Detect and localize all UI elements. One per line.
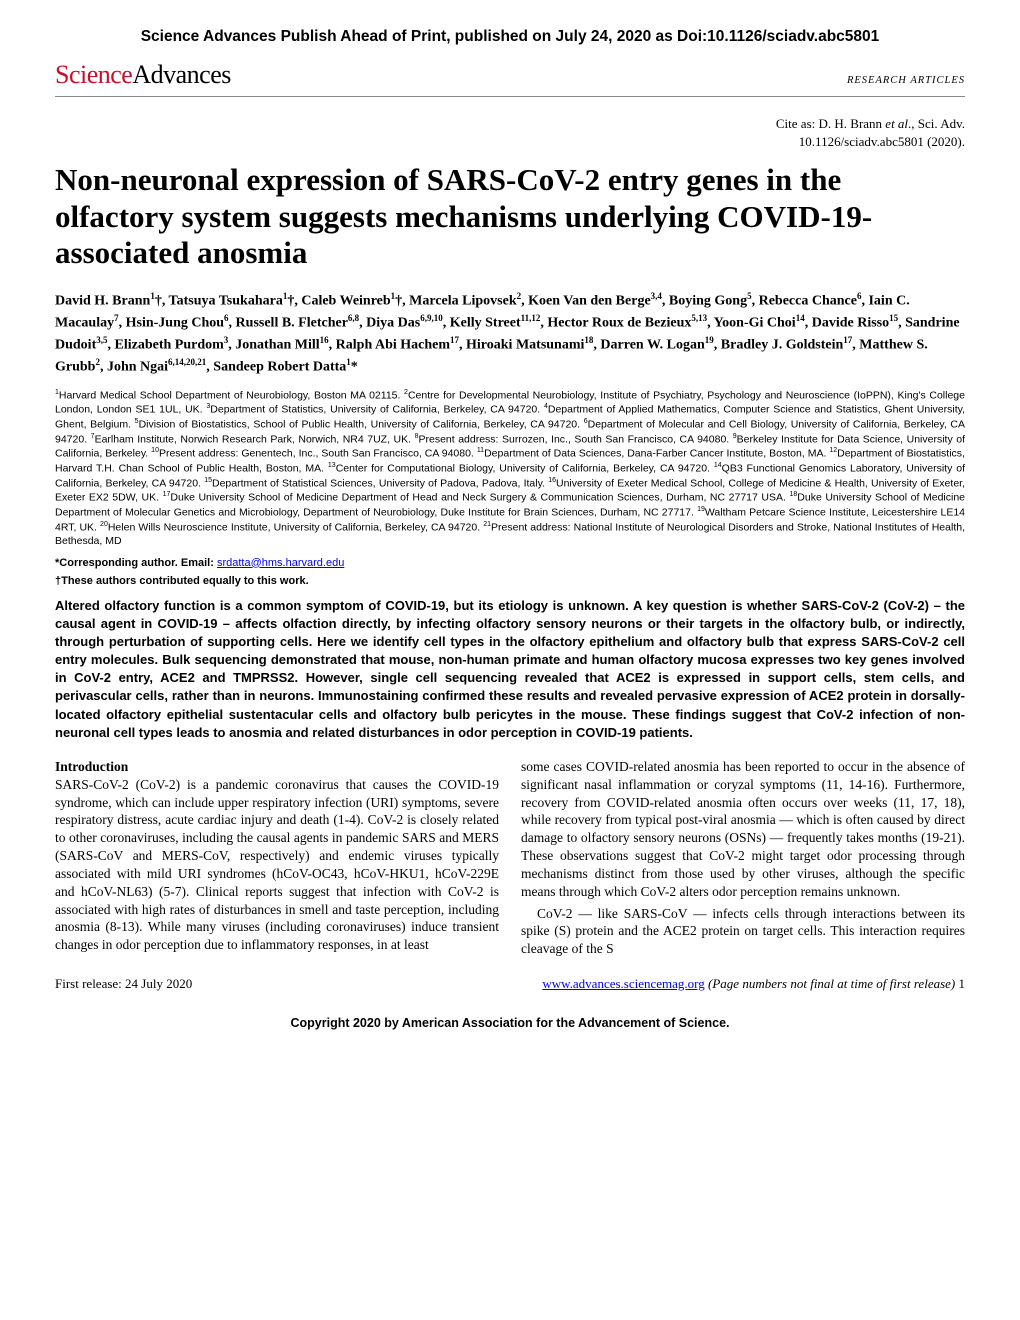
- body-text: Introduction SARS-CoV-2 (CoV-2) is a pan…: [55, 758, 965, 958]
- corresponding-label: *Corresponding author. Email:: [55, 557, 217, 569]
- journal-name-black: Advances: [132, 60, 231, 89]
- footer-right: www.advances.sciencemag.org (Page number…: [542, 976, 965, 992]
- col2-text-p2: CoV-2 — like SARS-CoV — infects cells th…: [521, 905, 965, 958]
- citation-line2: 10.1126/sciadv.abc5801 (2020).: [799, 134, 965, 149]
- footer: First release: 24 July 2020 www.advances…: [55, 976, 965, 992]
- journal-url-link[interactable]: www.advances.sciencemag.org: [542, 976, 704, 991]
- journal-header: ScienceAdvances RESEARCH ARTICLES: [55, 60, 965, 97]
- citation-block: Cite as: D. H. Brann et al., Sci. Adv. 1…: [55, 115, 965, 150]
- page-number: 1: [959, 976, 966, 991]
- page-note: (Page numbers not final at time of first…: [705, 976, 959, 991]
- col1-text: SARS-CoV-2 (CoV-2) is a pandemic coronav…: [55, 777, 499, 952]
- author-list: David H. Brann1†, Tatsuya Tsukahara1†, C…: [55, 290, 965, 378]
- col2-text-p1: some cases COVID-related anosmia has bee…: [521, 759, 965, 899]
- abstract: Altered olfactory function is a common s…: [55, 597, 965, 743]
- citation-line1-pre: Cite as: D. H. Brann: [776, 116, 885, 131]
- corresponding-author: *Corresponding author. Email: srdatta@hm…: [55, 557, 965, 569]
- affiliations: 1Harvard Medical School Department of Ne…: [55, 388, 965, 549]
- equal-contribution-note: †These authors contributed equally to th…: [55, 575, 965, 587]
- ahead-of-print-banner: Science Advances Publish Ahead of Print,…: [55, 28, 965, 46]
- article-title: Non-neuronal expression of SARS-CoV-2 en…: [55, 162, 965, 272]
- column-right: some cases COVID-related anosmia has bee…: [521, 758, 965, 958]
- journal-name-red: Science: [55, 60, 132, 89]
- journal-name: ScienceAdvances: [55, 60, 231, 90]
- corresponding-email-link[interactable]: srdatta@hms.harvard.edu: [217, 557, 344, 569]
- citation-etal: et al: [885, 116, 908, 131]
- first-release-date: First release: 24 July 2020: [55, 976, 192, 992]
- copyright-notice: Copyright 2020 by American Association f…: [55, 1016, 965, 1030]
- citation-line1-post: ., Sci. Adv.: [908, 116, 965, 131]
- column-left: Introduction SARS-CoV-2 (CoV-2) is a pan…: [55, 758, 499, 958]
- section-heading-introduction: Introduction: [55, 759, 128, 774]
- article-type: RESEARCH ARTICLES: [847, 75, 965, 86]
